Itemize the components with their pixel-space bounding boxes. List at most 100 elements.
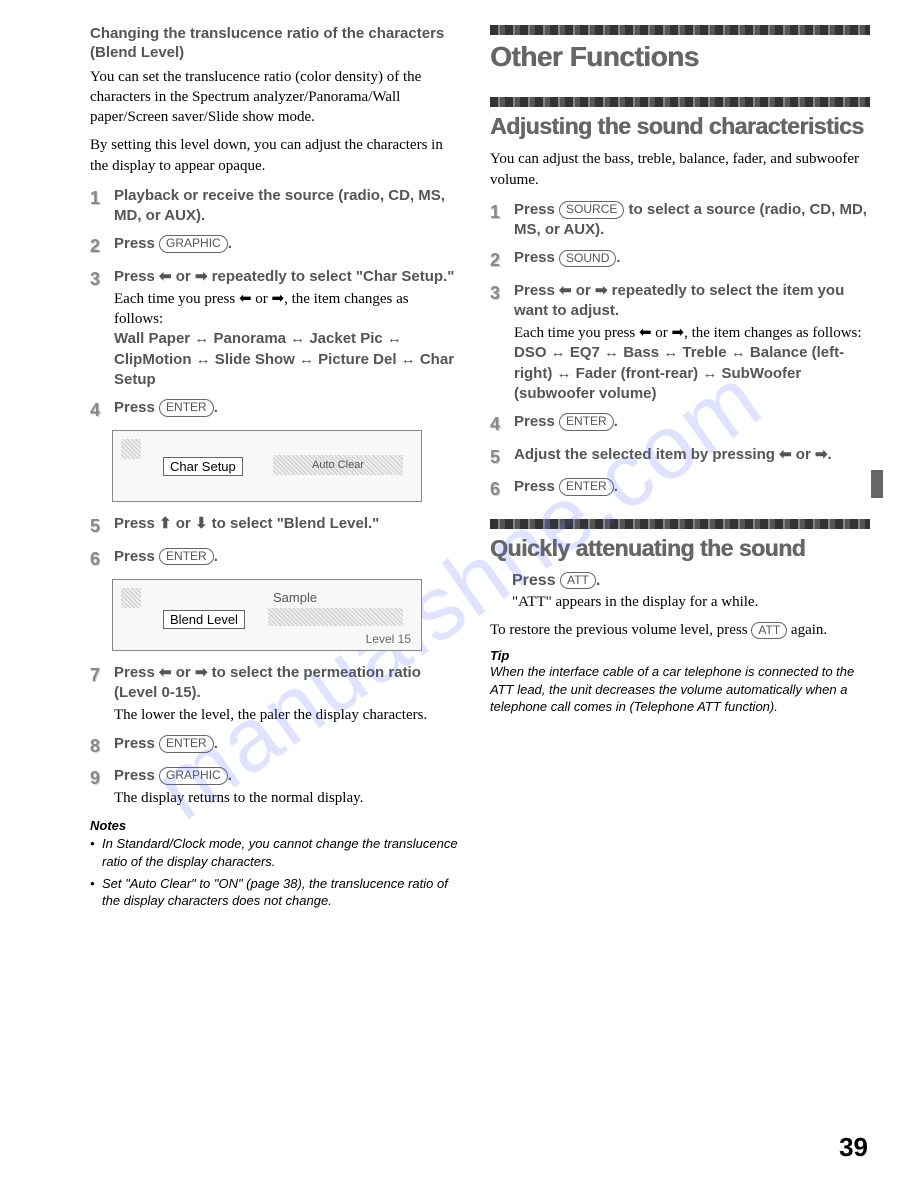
step-post: . — [616, 249, 620, 266]
step-pre: Press — [514, 201, 559, 218]
tip-text: When the interface cable of a car teleph… — [490, 663, 870, 716]
r-step-4: 4 Press ENTER. — [490, 412, 870, 436]
divider-bar — [490, 25, 870, 35]
step-text: Press ⬅ or ➡ repeatedly to select "Char … — [114, 267, 460, 391]
page-content: Changing the translucence ratio of the c… — [0, 0, 918, 934]
step-text: Press ⬅ or ➡ repeatedly to select the it… — [514, 281, 870, 405]
note-item: Set "Auto Clear" to "ON" (page 38), the … — [90, 875, 460, 910]
enter-button: ENTER — [159, 735, 214, 753]
notes-list: In Standard/Clock mode, you cannot chang… — [90, 835, 460, 909]
step-pre: Press — [114, 735, 159, 752]
step-2: 2 Press GRAPHIC. — [90, 234, 460, 258]
step-post: . — [614, 478, 618, 495]
restore-text: To restore the previous volume level, pr… — [490, 620, 870, 640]
step-number: 2 — [490, 248, 506, 272]
step-post: . — [228, 767, 232, 784]
step-number: 5 — [490, 445, 506, 469]
step-text: Press ENTER. — [514, 412, 870, 436]
right-column: Other Functions Adjusting the sound char… — [490, 25, 870, 914]
step-post: . — [214, 399, 218, 416]
step-6: 6 Press ENTER. — [90, 547, 460, 571]
step-1: 1 Playback or receive the source (radio,… — [90, 186, 460, 227]
level-value: 15 — [398, 632, 411, 646]
step-number: 1 — [490, 200, 506, 241]
display-level: Level 15 — [366, 632, 411, 646]
note-item: In Standard/Clock mode, you cannot chang… — [90, 835, 460, 870]
left-intro1: You can set the translucence ratio (colo… — [90, 67, 460, 128]
step-pre: Press — [514, 249, 559, 266]
graphic-button: GRAPHIC — [159, 235, 228, 253]
press-att: Press ATT. — [512, 572, 870, 590]
step-pre: Press — [114, 548, 159, 565]
step-text: Press ENTER. — [114, 547, 460, 571]
step-bold: Press ⬅ or ➡ repeatedly to select the it… — [514, 281, 870, 322]
step-number: 7 — [90, 663, 106, 726]
step-post: . — [214, 548, 218, 565]
step-sub: The display returns to the normal displa… — [114, 788, 460, 808]
page-number: 39 — [839, 1132, 868, 1163]
step-text: Press ENTER. — [514, 477, 870, 501]
att-appears: "ATT" appears in the display for a while… — [512, 592, 870, 612]
step-sub: Each time you press ⬅ or ➡, the item cha… — [114, 289, 460, 330]
step-7: 7 Press ⬅ or ➡ to select the permeation … — [90, 663, 460, 726]
step-post: . — [228, 235, 232, 252]
step-text: Press ⬆ or ⬇ to select "Blend Level." — [114, 514, 460, 538]
step-text: Press GRAPHIC. — [114, 234, 460, 258]
display-char-setup: Char Setup Auto Clear — [112, 430, 422, 502]
left-steps-cont: 5 Press ⬆ or ⬇ to select "Blend Level." … — [90, 514, 460, 571]
divider-bar — [490, 97, 870, 107]
sec1-intro: You can adjust the bass, treble, balance… — [490, 149, 870, 190]
graphic-button: GRAPHIC — [159, 767, 228, 785]
restore-post: again. — [787, 622, 827, 638]
enter-button: ENTER — [159, 399, 214, 417]
left-intro2: By setting this level down, you can adju… — [90, 135, 460, 176]
attenuating-heading: Quickly attenuating the sound — [490, 535, 870, 561]
step-number: 3 — [90, 267, 106, 391]
step-flow: DSO ↔ EQ7 ↔ Bass ↔ Treble ↔ Balance (lef… — [514, 343, 870, 404]
step-text: Press ⬅ or ➡ to select the permeation ra… — [114, 663, 460, 726]
r-step-6: 6 Press ENTER. — [490, 477, 870, 501]
step-5: 5 Press ⬆ or ⬇ to select "Blend Level." — [90, 514, 460, 538]
step-pre: Press — [114, 767, 159, 784]
step-number: 9 — [90, 766, 106, 809]
step-text: Press SOURCE to select a source (radio, … — [514, 200, 870, 241]
display-label: Blend Level — [163, 610, 245, 629]
step-number: 6 — [490, 477, 506, 501]
step-text: Press ENTER. — [114, 398, 460, 422]
display-hint: Auto Clear — [273, 455, 403, 475]
display-blend-level: Sample Blend Level Level 15 — [112, 579, 422, 651]
step-pre: Press — [514, 413, 559, 430]
left-steps: 1 Playback or receive the source (radio,… — [90, 186, 460, 423]
step-text: Playback or receive the source (radio, C… — [114, 186, 460, 227]
sound-button: SOUND — [559, 250, 616, 268]
press-post: . — [596, 572, 600, 589]
step-number: 4 — [90, 398, 106, 422]
enter-button: ENTER — [559, 478, 614, 496]
divider-bar — [490, 519, 870, 529]
step-number: 8 — [90, 734, 106, 758]
adjusting-sound-heading: Adjusting the sound characteristics — [490, 113, 870, 139]
step-8: 8 Press ENTER. — [90, 734, 460, 758]
step-sub: Each time you press ⬅ or ➡, the item cha… — [514, 323, 870, 343]
step-pre: Press — [514, 478, 559, 495]
step-flow: Wall Paper ↔ Panorama ↔ Jacket Pic ↔ Cli… — [114, 329, 460, 390]
step-text: Press SOUND. — [514, 248, 870, 272]
step-number: 1 — [90, 186, 106, 227]
tip-heading: Tip — [490, 648, 870, 663]
step-number: 6 — [90, 547, 106, 571]
step-bold-line: Press GRAPHIC. — [114, 766, 460, 786]
step-bold: Press ⬅ or ➡ to select the permeation ra… — [114, 663, 460, 704]
enter-button: ENTER — [159, 548, 214, 566]
side-tab — [871, 470, 883, 498]
step-pre: Press — [114, 235, 159, 252]
step-text: Press ENTER. — [114, 734, 460, 758]
step-text: Adjust the selected item by pressing ⬅ o… — [514, 445, 870, 469]
left-column: Changing the translucence ratio of the c… — [90, 25, 460, 914]
r-step-2: 2 Press SOUND. — [490, 248, 870, 272]
step-number: 4 — [490, 412, 506, 436]
source-button: SOURCE — [559, 201, 624, 219]
step-number: 2 — [90, 234, 106, 258]
step-number: 5 — [90, 514, 106, 538]
step-3: 3 Press ⬅ or ➡ repeatedly to select "Cha… — [90, 267, 460, 391]
notes-heading: Notes — [90, 818, 460, 833]
